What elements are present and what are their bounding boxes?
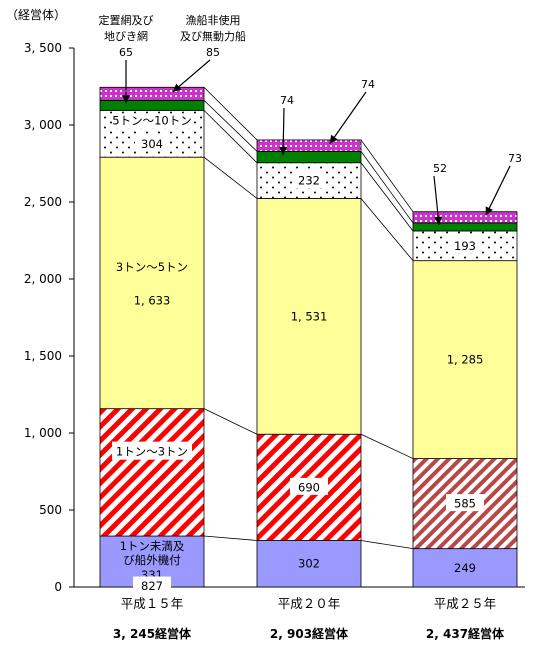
- seg-3t-5t: [412, 260, 518, 459]
- series-name-under-1t-line2: び船外機付: [123, 553, 181, 567]
- seg-under-1t: [412, 548, 518, 588]
- seg-teichi: [256, 150, 362, 164]
- seg-3t-5t: [99, 156, 205, 410]
- annotation-arrow-line: [172, 59, 211, 93]
- connector-line: [360, 540, 414, 550]
- value-label: 690: [298, 480, 320, 494]
- annotation-arrow-line: [329, 91, 367, 144]
- annotation-gyosen-line2: 及び無動力船: [180, 29, 246, 43]
- bar-total-label: 2, 903経営体: [270, 626, 349, 641]
- connector-line: [360, 139, 414, 212]
- series-name-bg: [112, 113, 192, 129]
- annotation-value: 74: [361, 78, 375, 91]
- connector-line: [360, 433, 414, 459]
- seg-gyosen: [256, 139, 362, 152]
- seg-under-1t: [256, 540, 362, 588]
- series-name-3t-5t: 3トン～5トン: [116, 260, 188, 274]
- annotation-arrowhead: [434, 216, 443, 225]
- value-label-bg: [448, 236, 482, 254]
- connector-line: [203, 110, 258, 164]
- bar-total-label: 3, 245経営体: [113, 626, 192, 641]
- x-category-label: 平成１５年: [121, 596, 184, 611]
- series-name-1t-3t: 1トン～3トン: [116, 445, 188, 459]
- annotation-value: 85: [206, 46, 220, 59]
- seg-gyosen: [412, 211, 518, 224]
- y-axis-unit-label: （経営体）: [6, 8, 66, 22]
- annotation-arrowhead: [279, 146, 288, 156]
- seg-3t-5t: [256, 198, 362, 435]
- connector-line: [203, 535, 258, 541]
- annotation-teichi-line2: 地びき網: [104, 29, 148, 43]
- seg-teichi: [99, 99, 205, 111]
- x-category-label: 平成２５年: [434, 596, 497, 611]
- annotation-arrowhead: [329, 134, 338, 144]
- connector-line: [360, 151, 414, 224]
- annotation-value: 73: [508, 152, 522, 165]
- annotation-gyosen-line1: 漁船非使用: [186, 13, 241, 27]
- value-label: 304: [141, 137, 163, 151]
- value-label-bg: [290, 477, 328, 495]
- seg-1t-3t: [99, 408, 205, 537]
- annotation-arrowhead: [172, 83, 182, 92]
- y-tick-label: 1, 000: [24, 426, 62, 440]
- connector-line: [203, 156, 258, 199]
- value-label: 232: [298, 174, 320, 188]
- value-label-bg: [292, 171, 326, 189]
- connector-line: [360, 162, 414, 232]
- annotation-value: 74: [280, 94, 294, 107]
- annotation-arrow-line: [433, 175, 440, 226]
- value-label-bg: [135, 134, 169, 152]
- annotation-arrowhead: [485, 206, 493, 216]
- y-tick-label: 3, 000: [24, 118, 62, 132]
- y-tick-label: 1, 500: [24, 349, 62, 363]
- bar-total-label: 2, 437経営体: [426, 626, 505, 641]
- connector-line: [203, 100, 258, 152]
- y-tick-label: 2, 500: [24, 195, 62, 209]
- seg-teichi: [412, 222, 518, 232]
- series-name-bg: [112, 441, 192, 460]
- x-category-label: 平成２０年: [278, 596, 341, 611]
- value-label: 585: [454, 497, 476, 511]
- series-name-under-1t-line1: 1トン未満及: [120, 539, 185, 553]
- value-label-bg: [446, 494, 484, 512]
- value-label: 1, 285: [447, 353, 484, 367]
- value-label: 249: [454, 561, 476, 575]
- value-label: 302: [298, 557, 320, 571]
- series-name-5t-10t: 5トン～10トン: [112, 113, 191, 127]
- connector-line: [203, 408, 258, 435]
- value-label: 827: [141, 579, 163, 593]
- seg-gyosen: [99, 86, 205, 101]
- connector-line: [360, 198, 414, 261]
- annotation-arrow-line: [485, 165, 511, 216]
- connector-line: [203, 86, 258, 141]
- annotation-value: 52: [433, 162, 447, 175]
- y-tick-label: 500: [39, 503, 62, 517]
- annotation-value: 65: [119, 46, 133, 59]
- y-tick-label: 3, 500: [24, 41, 62, 55]
- value-label: 1, 531: [291, 309, 328, 323]
- annotation-arrowhead: [122, 95, 130, 104]
- value-label: 1, 633: [134, 294, 171, 308]
- y-tick-label: 2, 000: [24, 272, 62, 286]
- annotation-teichi-line1: 定置網及び: [99, 13, 154, 27]
- y-tick-label: 0: [54, 580, 62, 594]
- value-label: 193: [454, 239, 476, 253]
- value-label-bg: [133, 576, 171, 594]
